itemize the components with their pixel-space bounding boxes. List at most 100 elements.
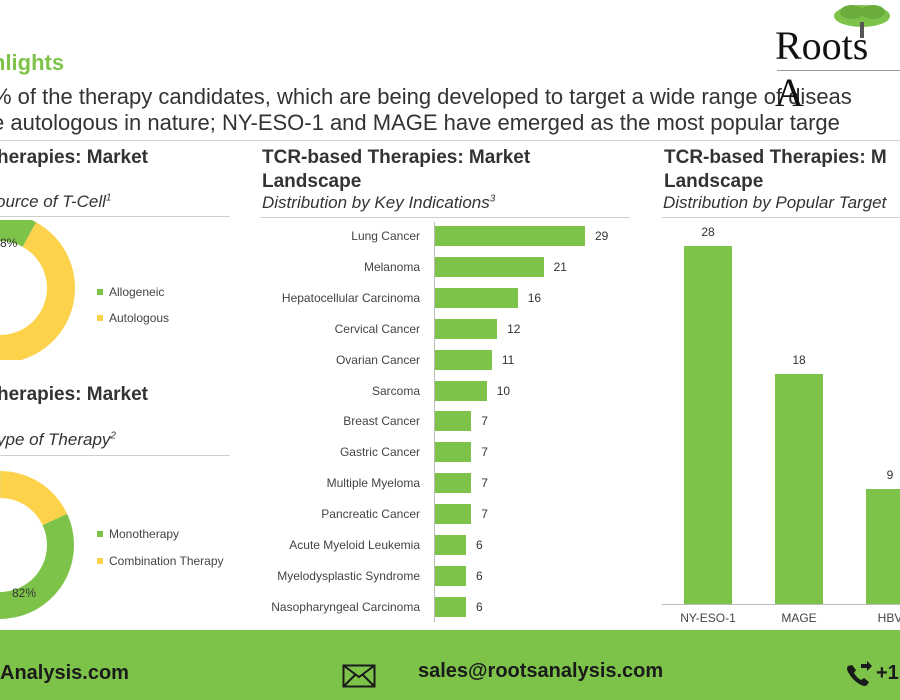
column-value-label: 18 [792,352,806,367]
left-bottom-subtitle-sup: 2 [110,430,116,442]
bar [435,504,472,525]
middle-title: TCR-based Therapies: Market Landscape [262,146,530,194]
legend-label: Autologous [109,311,170,325]
bar-value-label: 11 [501,352,515,367]
column [684,246,732,604]
left-bottom-title: herapies: Market [0,384,149,405]
bar-category-label: Hepatocellular Carcinoma [281,290,420,305]
source-donut-chart: 8% [0,220,75,360]
middle-title-line-2: Landscape [262,171,362,192]
bar [435,256,544,277]
left-top-title: herapies: Market [0,147,149,168]
right-title-line-2: Landscape [664,171,764,192]
donut-slice-combination [0,471,68,526]
therapy-donut-label: 82% [12,586,36,600]
legend-combination: Combination Therapy [97,554,224,568]
middle-subtitle-text: Distribution by Key Indications [262,193,490,212]
bar-category-label: Pancreatic Cancer [321,507,420,522]
left-top-subtitle-text: ource of T-Cell [0,192,106,211]
bar [435,349,492,370]
page-title: hlights [0,50,65,75]
bar-value-label: 6 [476,599,483,614]
bar [435,318,498,339]
bar-category-label: Nasopharyngeal Carcinoma [271,599,420,614]
left-top-subtitle: ource of T-Cell1 [0,192,111,212]
middle-subtitle-sup: 3 [489,193,496,205]
mail-icon [342,664,376,688]
footer-phone[interactable]: +1 [876,662,899,684]
therapy-donut-chart: 82% [0,471,74,619]
legend-autologous: Autologous [97,311,169,325]
indications-bar-chart: Lung Cancer 29 Melanoma 21 Hepatocellular Ca… [250,222,640,622]
bar [435,535,467,555]
bar-value-label: 6 [476,538,483,552]
legend-swatch [97,531,103,537]
footer-email[interactable]: sales@rootsanalysis.com [418,660,664,682]
bar-value-label: 21 [553,259,567,274]
intro-line-1: % of the therapy candidates, which are b… [0,84,852,109]
left-bottom-subtitle-text: ype of Therapy [0,430,111,449]
bar-category-label: Ovarian Cancer [335,352,420,367]
legend-swatch [97,558,103,564]
right-title: TCR-based Therapies: M Landscape [664,146,887,194]
bar-category-label: Sarcoma [371,383,420,398]
footer-website[interactable]: Analysis.com [0,662,129,684]
legend-label: Combination Therapy [109,554,224,568]
bar-category-label: Multiple Myeloma [326,476,420,491]
bar-value-label: 7 [481,476,488,491]
column-category-label: NY-ESO-1 [680,611,736,625]
bar-value-label: 16 [527,290,542,305]
donut-slice-allogeneic [0,220,37,247]
bar [435,380,487,401]
middle-subtitle: Distribution by Key Indications3 [262,193,495,213]
phone-icon [847,661,872,686]
bar-value-label: 6 [476,568,483,583]
logo: Roots A [775,0,900,115]
column [866,488,900,604]
middle-title-line-1: TCR-based Therapies: Market [262,147,531,168]
bar [435,226,585,246]
donut-slice-autologous [0,222,75,360]
logo-text: Roots A [775,23,869,115]
bar [435,473,472,494]
bar-value-label: 10 [496,383,511,398]
header-divider [0,140,900,141]
bar-value-label: 29 [595,229,609,243]
left-bottom-rule [0,455,230,456]
column-value-label: 9 [886,467,894,482]
middle-rule [260,217,630,218]
column-category-label: HBV [877,611,900,625]
intro-line-2: e autologous in nature; NY-ESO-1 and MAG… [0,110,840,135]
legend-label: Allogeneic [109,285,165,299]
bar-value-label: 12 [507,321,521,336]
footer-bar: Analysis.com sales@rootsanalysis.com +1 [0,630,900,700]
bar-category-label: Cervical Cancer [334,321,420,336]
bar-axis-line [434,222,435,622]
bar-category-label: Melanoma [363,259,420,274]
source-donut-label: 8% [0,236,18,250]
logo-underline [777,70,900,71]
bar [435,596,467,617]
donut-slice-monotherapy [0,471,74,619]
legend-allogeneic: Allogeneic [97,285,164,299]
left-top-subtitle-sup: 1 [105,192,112,204]
bar-value-label: 7 [481,445,488,460]
bar-category-label: Breast Cancer [343,414,420,429]
column-axis-line [662,604,900,605]
legend-swatch [97,315,103,321]
bar [435,411,472,432]
bar [435,565,467,586]
column [775,373,823,604]
bar-value-label: 7 [481,414,488,429]
tree-icon [834,5,890,38]
legend-swatch [97,289,103,295]
bar [435,287,518,308]
bar-category-label: Acute Myeloid Leukemia [289,538,420,552]
bar-value-label: 7 [481,507,488,522]
bar-category-label: Myelodysplastic Syndrome [277,568,420,583]
right-title-line-1: TCR-based Therapies: M [664,147,887,168]
left-bottom-subtitle: ype of Therapy2 [0,430,116,450]
targets-bar-chart: 28 NY-ESO-1 18 MAGE 9 HBV [662,222,900,627]
legend-label: Monotherapy [109,527,180,541]
bar-category-label: Gastric Cancer [339,445,420,460]
